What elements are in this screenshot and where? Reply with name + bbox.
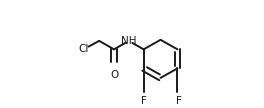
Text: NH: NH [121, 36, 136, 46]
Text: F: F [141, 96, 147, 106]
Text: Cl: Cl [78, 44, 88, 54]
Text: O: O [110, 70, 118, 80]
Text: F: F [176, 96, 182, 106]
